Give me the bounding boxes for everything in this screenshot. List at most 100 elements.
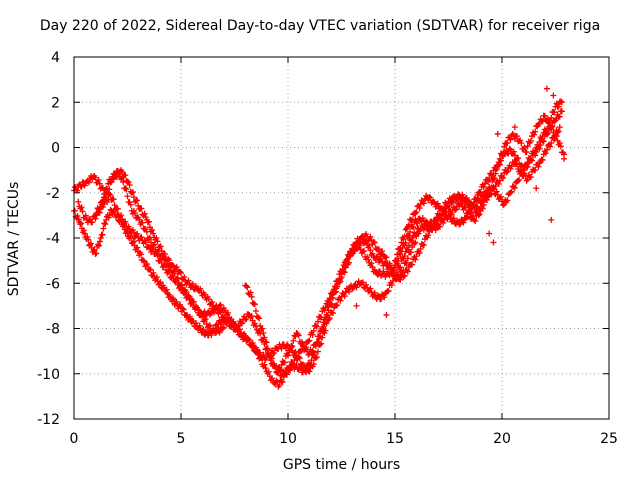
data-point (349, 286, 356, 293)
data-point (385, 263, 392, 270)
data-point (262, 356, 269, 363)
data-point (137, 251, 144, 258)
data-point (429, 223, 436, 230)
data-point (511, 184, 518, 191)
data-point (412, 256, 419, 263)
data-point (306, 368, 313, 375)
data-point (154, 238, 161, 245)
data-point (494, 192, 501, 199)
data-point (550, 92, 557, 99)
data-point (507, 189, 514, 196)
data-point (205, 323, 212, 330)
data-point (329, 310, 336, 317)
data-markers (71, 85, 568, 390)
data-point (426, 193, 433, 200)
data-point (287, 363, 294, 370)
data-point (504, 197, 511, 204)
data-point (554, 101, 561, 108)
data-point (340, 268, 347, 275)
data-point (366, 242, 373, 249)
data-point (310, 361, 317, 368)
data-point (460, 219, 467, 226)
data-point (515, 177, 522, 184)
data-point (139, 219, 146, 226)
data-point (333, 288, 340, 295)
data-point (301, 362, 308, 369)
data-point (219, 325, 226, 332)
data-point (349, 248, 356, 255)
data-point (276, 382, 283, 389)
data-point (342, 264, 349, 271)
data-point (153, 274, 160, 281)
data-point (156, 280, 163, 287)
data-point (414, 220, 421, 227)
data-point (87, 240, 94, 247)
data-point (533, 185, 540, 192)
data-point (271, 349, 278, 356)
data-point (128, 190, 135, 197)
data-point (490, 176, 497, 183)
data-point (120, 221, 127, 228)
data-point (396, 275, 403, 282)
data-point (492, 170, 499, 177)
data-point (313, 323, 320, 330)
data-point (506, 145, 513, 152)
data-point (288, 342, 295, 349)
data-point (394, 251, 401, 258)
data-point (108, 178, 115, 185)
data-point (388, 281, 395, 288)
data-point (95, 176, 102, 183)
data-point (267, 357, 274, 364)
data-point (457, 200, 464, 207)
data-point (504, 168, 511, 175)
data-point (436, 223, 443, 230)
data-point (309, 347, 316, 354)
data-point (166, 257, 173, 264)
data-point (409, 217, 416, 224)
data-point (497, 193, 504, 200)
data-point (99, 204, 106, 211)
data-point (507, 136, 514, 143)
data-point (400, 267, 407, 274)
data-point (310, 327, 317, 334)
data-point (341, 263, 348, 270)
x-tick-label: 25 (600, 431, 618, 447)
data-point (157, 279, 164, 286)
data-point (177, 301, 184, 308)
data-point (488, 171, 495, 178)
data-point (527, 138, 534, 145)
data-point (462, 195, 469, 202)
data-point (405, 221, 412, 228)
data-point (427, 194, 434, 201)
data-point (309, 331, 316, 338)
data-point (149, 227, 156, 234)
data-point (114, 205, 121, 212)
data-point (543, 125, 550, 132)
data-point (145, 218, 152, 225)
data-point (154, 252, 161, 259)
data-point (383, 254, 390, 261)
data-point (161, 251, 168, 258)
data-point (297, 348, 304, 355)
data-point (398, 239, 405, 246)
data-point (397, 245, 404, 252)
data-point (531, 131, 538, 138)
data-point (448, 198, 455, 205)
data-point (114, 211, 121, 218)
data-point (110, 196, 117, 203)
data-point (293, 362, 300, 369)
data-point (416, 205, 423, 212)
data-point (277, 366, 284, 373)
data-point (382, 273, 389, 280)
data-point (217, 309, 224, 316)
data-point (553, 133, 560, 140)
data-point (459, 191, 466, 198)
data-point (501, 143, 508, 150)
data-point (153, 235, 160, 242)
data-point (323, 311, 330, 318)
y-tick-label: -4 (46, 231, 60, 247)
data-point (169, 272, 176, 279)
data-point (382, 258, 389, 265)
data-point (472, 218, 479, 225)
data-point (446, 211, 453, 218)
